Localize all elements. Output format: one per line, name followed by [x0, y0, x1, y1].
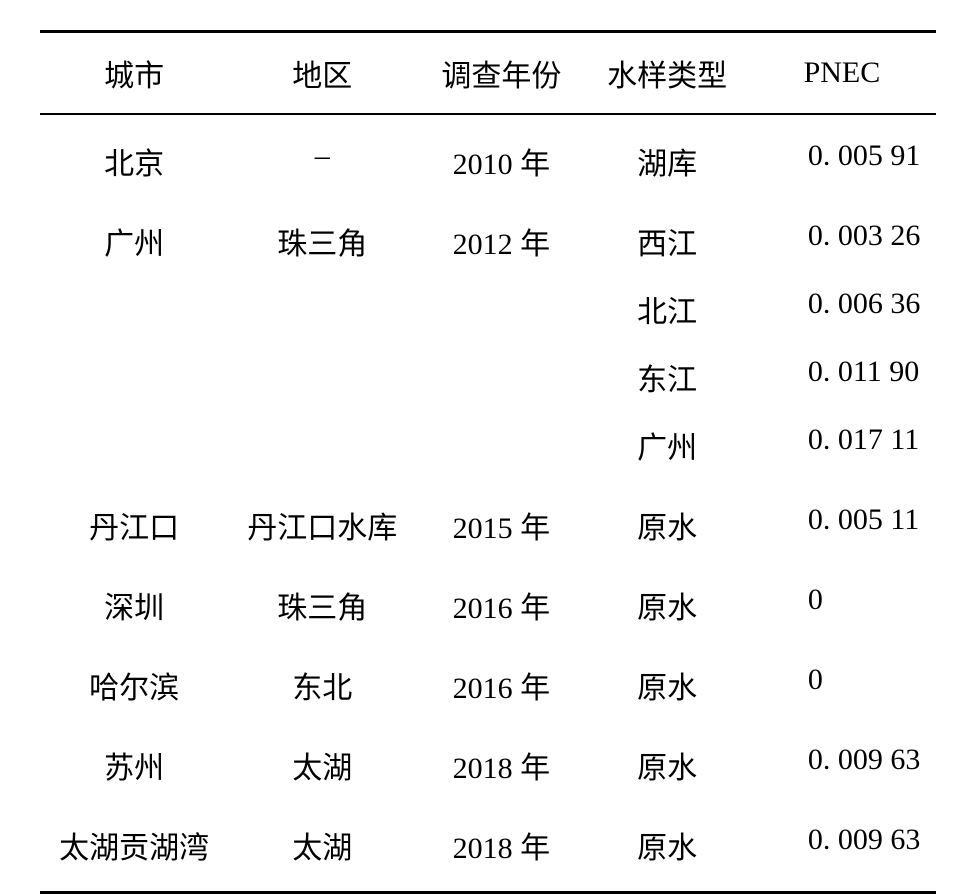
col-header-region: 地区 — [228, 32, 416, 115]
cell-region: 丹江口水库 — [228, 491, 416, 559]
cell-type: 原水 — [587, 491, 748, 559]
cell-pnec: 0. 006 36 — [748, 275, 936, 343]
table-header-row: 城市 地区 调查年份 水样类型 PNEC — [40, 32, 936, 115]
cell-region: 太湖 — [228, 811, 416, 879]
cell-region: 东北 — [228, 651, 416, 719]
cell-city: 苏州 — [40, 731, 228, 799]
cell-pnec: 0. 005 91 — [748, 127, 936, 195]
table-row: 北江 0. 006 36 — [40, 275, 936, 343]
cell-city: 北京 — [40, 127, 228, 195]
cell-pnec: 0 — [748, 571, 936, 639]
spacer-row — [40, 639, 936, 651]
cell-year: 2012 年 — [416, 207, 586, 275]
cell-city: 深圳 — [40, 571, 228, 639]
cell-type: 北江 — [587, 275, 748, 343]
cell-type: 原水 — [587, 731, 748, 799]
table-row: 苏州 太湖 2018 年 原水 0. 009 63 — [40, 731, 936, 799]
col-header-year: 调查年份 — [416, 32, 586, 115]
data-table: 城市 地区 调查年份 水样类型 PNEC 北京 – 2010 年 湖库 0. 0… — [40, 30, 936, 894]
cell-type: 原水 — [587, 811, 748, 879]
table-row: 深圳 珠三角 2016 年 原水 0 — [40, 571, 936, 639]
table-row: 丹江口 丹江口水库 2015 年 原水 0. 005 11 — [40, 491, 936, 559]
table-row: 东江 0. 011 90 — [40, 343, 936, 411]
spacer-row — [40, 879, 936, 893]
table-row: 广州 珠三角 2012 年 西江 0. 003 26 — [40, 207, 936, 275]
cell-year: 2018 年 — [416, 811, 586, 879]
cell-pnec: 0 — [748, 651, 936, 719]
cell-region: 珠三角 — [228, 571, 416, 639]
cell-pnec: 0. 011 90 — [748, 343, 936, 411]
cell-type: 东江 — [587, 343, 748, 411]
cell-region: 太湖 — [228, 731, 416, 799]
table-row: 广州 0. 017 11 — [40, 411, 936, 479]
cell-city: 哈尔滨 — [40, 651, 228, 719]
cell-city: 太湖贡湖湾 — [40, 811, 228, 879]
cell-region: 珠三角 — [228, 207, 416, 275]
spacer-row — [40, 479, 936, 491]
cell-pnec: 0. 005 11 — [748, 491, 936, 559]
col-header-city: 城市 — [40, 32, 228, 115]
cell-year: 2018 年 — [416, 731, 586, 799]
cell-year: 2015 年 — [416, 491, 586, 559]
cell-type: 湖库 — [587, 127, 748, 195]
col-header-pnec: PNEC — [748, 32, 936, 115]
spacer-row — [40, 114, 936, 127]
cell-pnec: 0. 009 63 — [748, 811, 936, 879]
cell-type: 西江 — [587, 207, 748, 275]
spacer-row — [40, 559, 936, 571]
spacer-row — [40, 195, 936, 207]
col-header-type: 水样类型 — [587, 32, 748, 115]
cell-year: 2016 年 — [416, 571, 586, 639]
cell-type: 广州 — [587, 411, 748, 479]
table-row: 太湖贡湖湾 太湖 2018 年 原水 0. 009 63 — [40, 811, 936, 879]
table-row: 哈尔滨 东北 2016 年 原水 0 — [40, 651, 936, 719]
table-row: 北京 – 2010 年 湖库 0. 005 91 — [40, 127, 936, 195]
spacer-row — [40, 799, 936, 811]
cell-city: 广州 — [40, 207, 228, 275]
cell-pnec: 0. 003 26 — [748, 207, 936, 275]
cell-pnec: 0. 009 63 — [748, 731, 936, 799]
cell-type: 原水 — [587, 571, 748, 639]
cell-city: 丹江口 — [40, 491, 228, 559]
spacer-row — [40, 719, 936, 731]
cell-year: 2016 年 — [416, 651, 586, 719]
table-body: 北京 – 2010 年 湖库 0. 005 91 广州 珠三角 2012 年 西… — [40, 114, 936, 893]
cell-pnec: 0. 017 11 — [748, 411, 936, 479]
cell-year: 2010 年 — [416, 127, 586, 195]
cell-region: – — [228, 127, 416, 195]
cell-type: 原水 — [587, 651, 748, 719]
